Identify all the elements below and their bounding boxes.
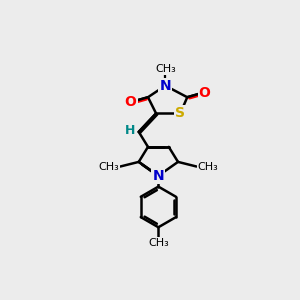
Text: CH₃: CH₃	[155, 64, 176, 74]
Text: CH₃: CH₃	[198, 161, 218, 172]
Text: N: N	[153, 169, 164, 183]
Text: CH₃: CH₃	[98, 161, 119, 172]
Text: O: O	[199, 85, 211, 100]
Text: O: O	[125, 95, 136, 109]
Text: S: S	[175, 106, 185, 120]
Text: H: H	[125, 124, 135, 137]
Text: N: N	[160, 79, 171, 93]
Text: CH₃: CH₃	[148, 238, 169, 248]
